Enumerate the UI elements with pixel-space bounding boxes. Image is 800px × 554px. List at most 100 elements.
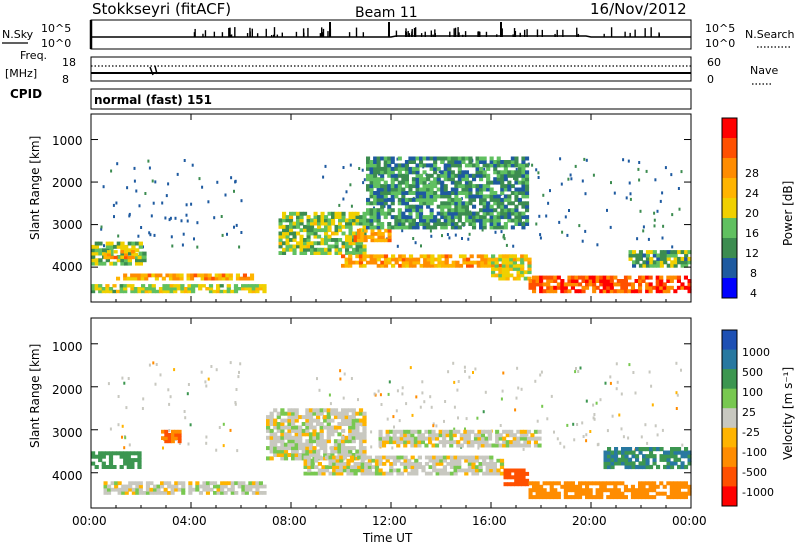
power-cell <box>91 255 96 259</box>
power-cell <box>505 267 510 271</box>
power-cell <box>351 260 356 265</box>
velocity-cell <box>188 487 193 492</box>
velocity-cell <box>362 453 367 457</box>
power-cell <box>638 285 643 290</box>
velocity-cell <box>362 432 367 437</box>
velocity-cell <box>210 365 213 368</box>
velocity-cell <box>103 484 108 489</box>
power-cell <box>345 238 350 242</box>
velocity-cell <box>374 468 380 473</box>
velocity-cell <box>310 458 315 463</box>
velocity-cell <box>280 442 285 447</box>
velocity-cell <box>420 436 425 441</box>
velocity-cell <box>303 465 308 469</box>
power-cell <box>482 204 487 209</box>
velocity-cell <box>687 491 692 496</box>
power-cell <box>278 251 283 255</box>
power-cell <box>289 221 294 226</box>
velocity-cell <box>188 481 193 486</box>
velocity-cell <box>655 484 660 489</box>
power-cell <box>525 177 530 182</box>
power-cell <box>352 231 357 236</box>
velocity-cell <box>514 468 519 473</box>
power-cell <box>649 263 654 268</box>
velocity-cell <box>191 487 196 492</box>
velocity-cell <box>410 443 415 448</box>
power-cell <box>296 244 301 249</box>
power-cell <box>436 156 441 161</box>
velocity-cell <box>317 468 322 473</box>
power-cell <box>588 282 593 287</box>
velocity-cell <box>556 491 561 496</box>
velocity-cell <box>673 491 678 496</box>
power-cell <box>433 197 438 202</box>
velocity-cell <box>294 415 299 420</box>
power-cell <box>108 289 114 294</box>
velocity-cell <box>563 488 568 493</box>
velocity-cell <box>341 411 346 416</box>
power-cell <box>162 284 167 288</box>
power-cell <box>262 287 267 291</box>
power-cell <box>462 254 467 259</box>
velocity-cell <box>393 425 395 429</box>
power-cell <box>528 279 533 283</box>
velocity-cell <box>410 455 415 460</box>
power-cell <box>216 180 219 184</box>
velocity-cell <box>339 458 344 463</box>
velocity-cell <box>445 433 450 438</box>
power-cell <box>201 284 206 288</box>
velocity-cell <box>205 384 208 388</box>
velocity-cell <box>148 363 151 367</box>
power-cell <box>602 279 607 283</box>
power-cell <box>464 194 469 199</box>
power-cell <box>355 251 360 255</box>
velocity-cell <box>478 468 483 473</box>
velocity-cell <box>419 405 422 409</box>
velocity-cell <box>385 440 390 445</box>
velocity-cell <box>248 484 253 489</box>
velocity-cell <box>471 465 476 469</box>
power-cell <box>390 194 395 199</box>
velocity-cell <box>355 428 360 433</box>
power-cell <box>373 170 378 175</box>
velocity-cell <box>230 487 235 492</box>
velocity-cell <box>641 491 646 496</box>
velocity-cell <box>489 468 494 473</box>
velocity-cell <box>457 462 462 466</box>
velocity-cell <box>635 447 640 452</box>
power-cell <box>387 208 392 213</box>
power-cell <box>233 287 239 291</box>
velocity-cell <box>442 465 447 469</box>
velocity-cell <box>308 422 314 426</box>
velocity-cell <box>670 464 675 470</box>
velocity-cell <box>374 471 380 476</box>
velocity-cell <box>428 455 433 460</box>
velocity-cell <box>195 481 200 486</box>
velocity-cell <box>503 468 508 473</box>
power-cell <box>461 160 466 164</box>
velocity-cell <box>399 455 405 460</box>
velocity-cell <box>645 461 650 466</box>
velocity-cell <box>406 433 411 438</box>
power-cell <box>627 282 632 287</box>
velocity-cell <box>507 471 512 476</box>
velocity-cell <box>648 370 651 374</box>
power-cell <box>394 257 399 262</box>
velocity-cell <box>519 429 524 434</box>
velocity-cell <box>174 481 179 486</box>
power-cell <box>481 228 484 232</box>
power-cell <box>419 215 424 220</box>
power-cell <box>450 177 455 182</box>
power-cell <box>430 257 435 262</box>
xtick-00-end: 00:00 <box>672 514 707 528</box>
power-cell <box>560 289 565 294</box>
power-cell <box>602 275 607 280</box>
power-cell <box>161 276 166 281</box>
power-cell <box>450 218 455 223</box>
power-cell <box>542 282 547 287</box>
power-cell <box>457 184 462 189</box>
velocity-cell <box>599 495 604 500</box>
power-cell <box>412 237 415 240</box>
velocity-cell <box>519 436 524 441</box>
velocity-cell <box>319 408 324 413</box>
